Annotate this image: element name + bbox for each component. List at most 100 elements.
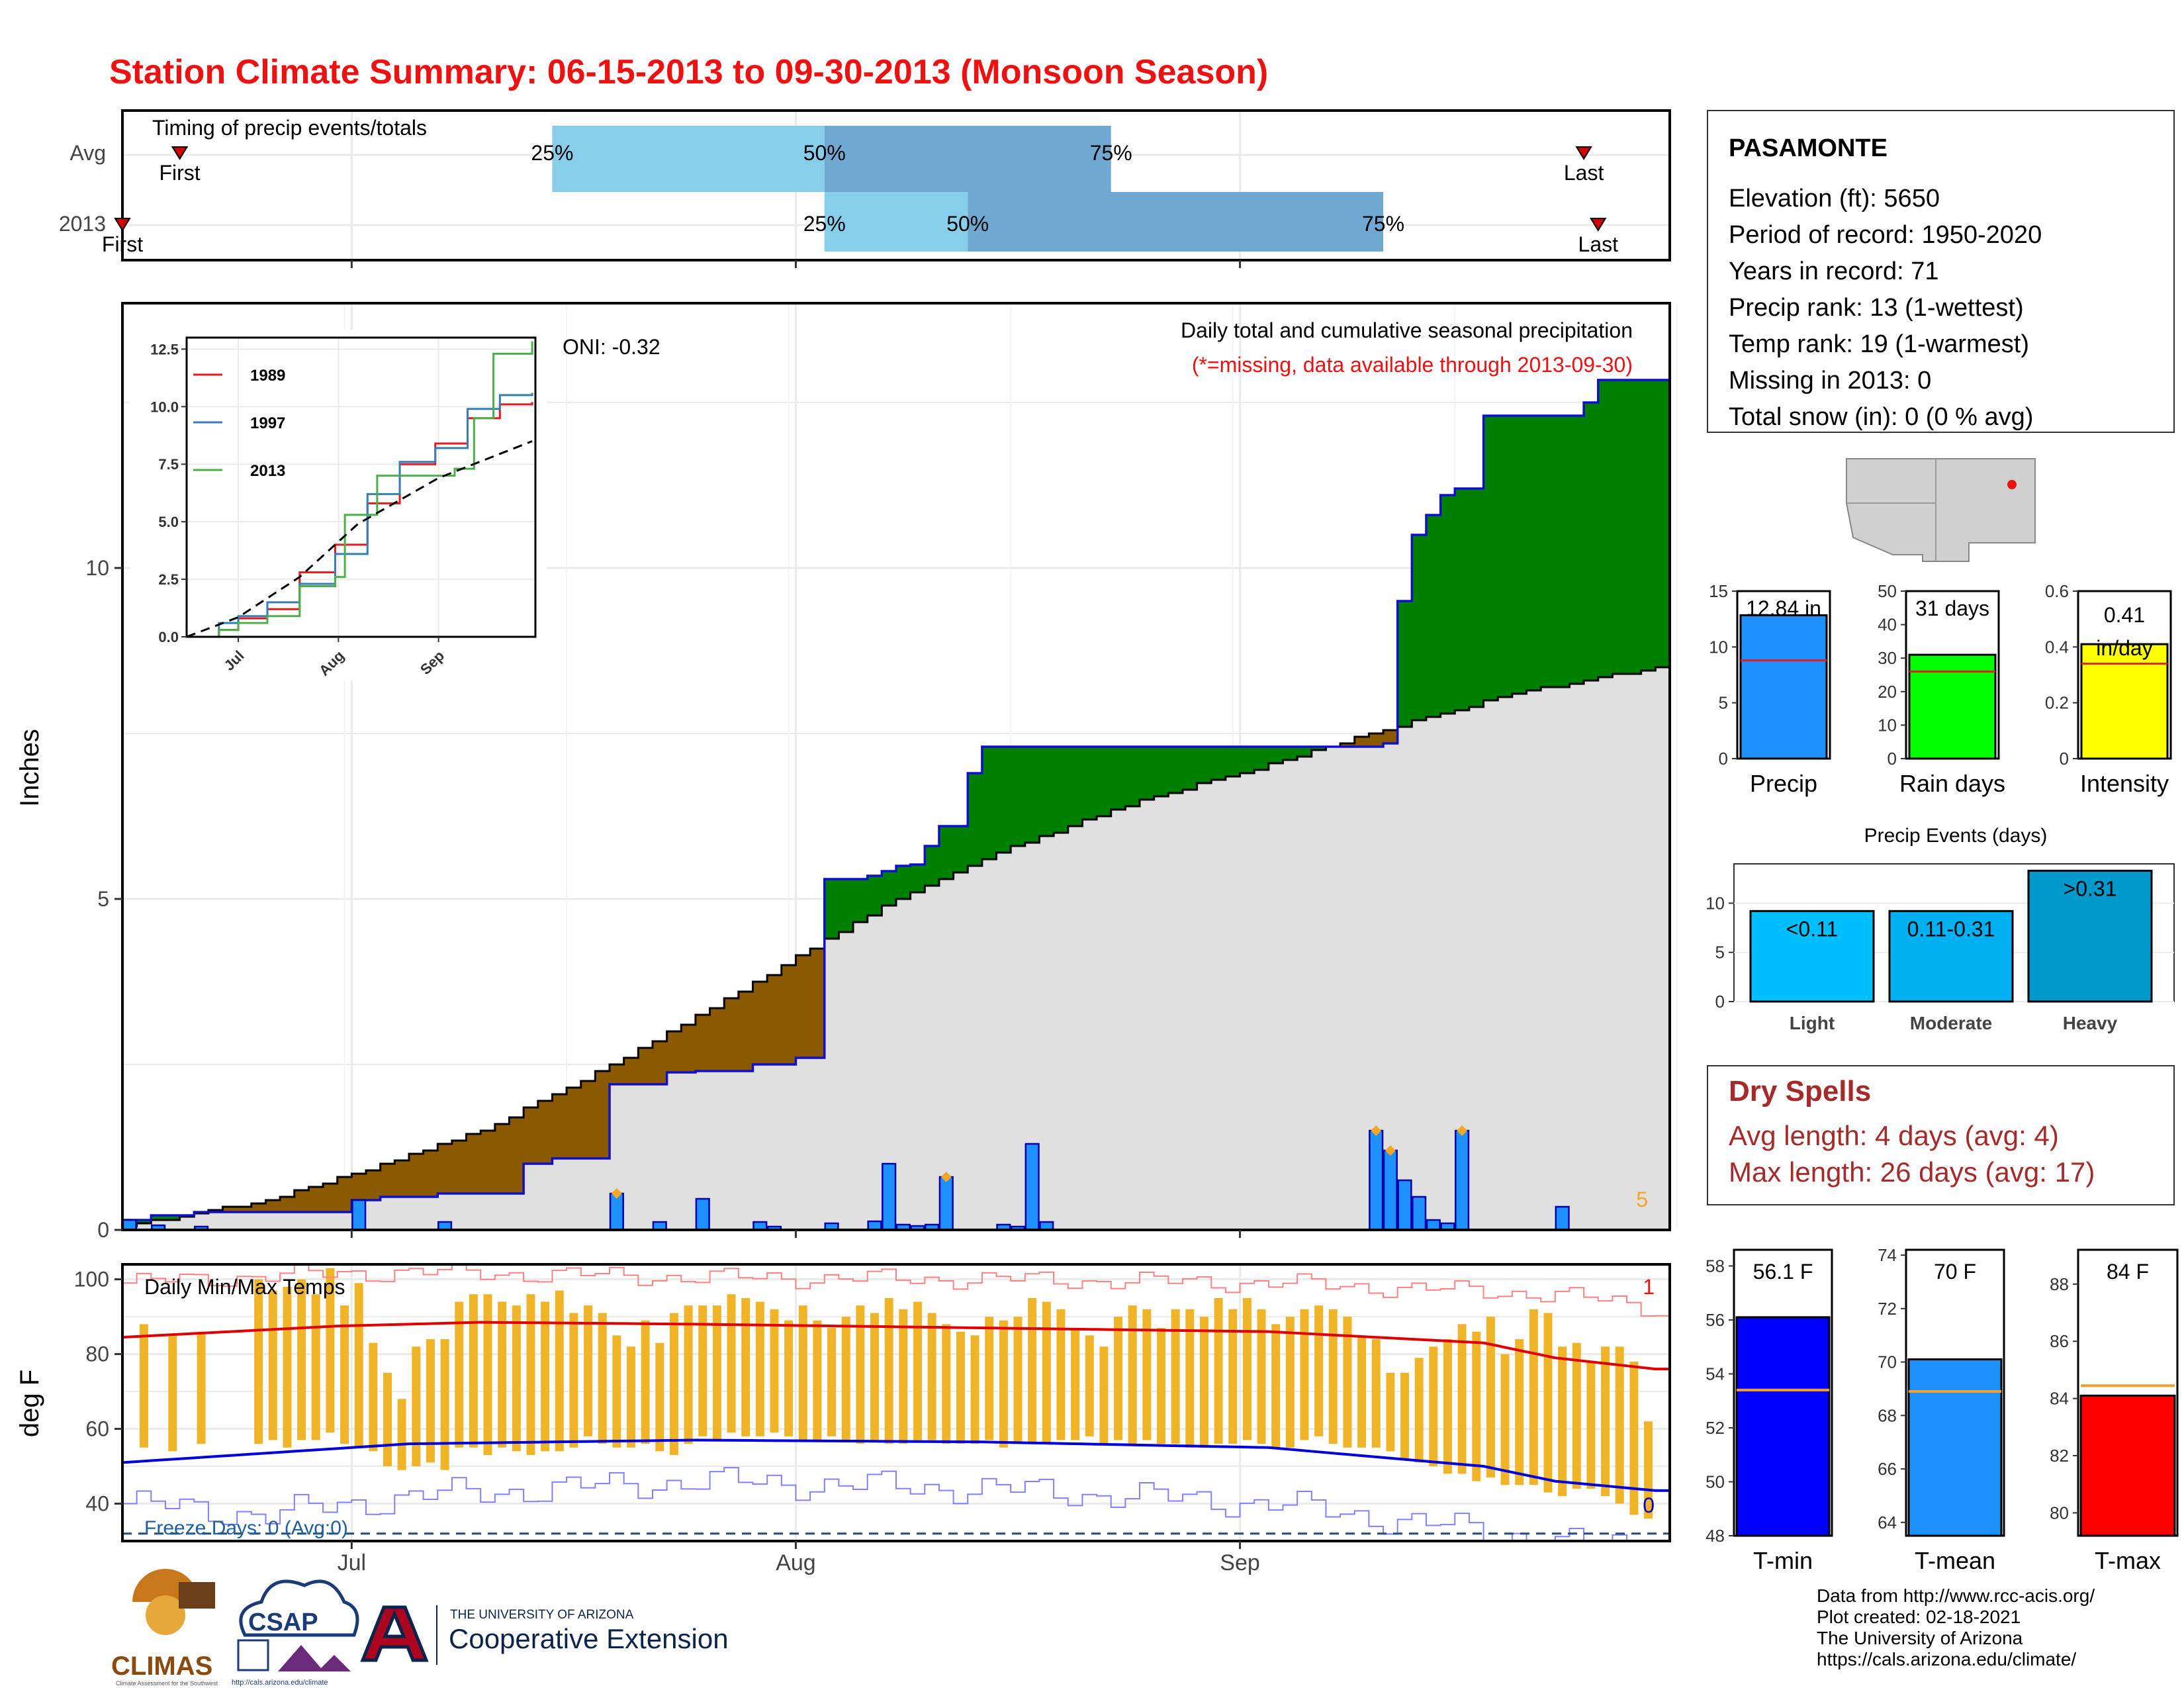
temp-stat-tick-label: 70 [1878, 1352, 1897, 1372]
deficit-area [351, 1174, 367, 1200]
map-states [1846, 458, 2036, 562]
surplus-area [1555, 416, 1570, 687]
timing-last-marker-label: Last [1578, 232, 1619, 256]
daily-temp-range-bar [655, 1342, 664, 1452]
heavy-event-marker [940, 1172, 952, 1182]
deficit-area [251, 1203, 267, 1212]
timing-first-marker-label: First [159, 161, 200, 185]
inset-y-tick-label: 5.0 [158, 514, 179, 530]
events-category-label: Moderate [1910, 1013, 1992, 1033]
surplus-area [1125, 747, 1140, 806]
deficit-area [437, 1144, 453, 1194]
csap-logo-text: CSAP [248, 1609, 318, 1636]
daily-temp-range-bar [555, 1290, 564, 1452]
events-tick-label: 5 [1715, 943, 1725, 962]
daily-temp-range-bar [340, 1305, 349, 1444]
temp-y-axis-label: deg F [15, 1370, 44, 1437]
temp-stat-bar [1735, 1316, 1831, 1537]
daily-temp-range-bar [1543, 1313, 1553, 1493]
daily-precip-bar [1397, 1179, 1412, 1230]
daily-temp-range-bar [383, 1372, 392, 1467]
daily-temp-range-bar [283, 1286, 292, 1448]
daily-temp-range-bar [483, 1294, 492, 1456]
deficit-area [552, 1094, 567, 1158]
daily-temp-range-bar [770, 1309, 779, 1433]
surplus-area [1483, 416, 1498, 700]
daily-temp-range-bar [1400, 1372, 1410, 1459]
daily-temp-range-bar [139, 1324, 148, 1448]
surplus-area [1268, 747, 1284, 763]
daily-temp-range-bar [168, 1335, 177, 1452]
temp-stat-tick-label: 72 [1878, 1299, 1897, 1319]
daily-temp-range-bar [412, 1346, 421, 1467]
timing-last-marker [1589, 218, 1607, 232]
surplus-area [1641, 380, 1656, 671]
deficit-area [237, 1207, 252, 1212]
stat-tick-label: 20 [1878, 682, 1897, 702]
surplus-area [136, 1220, 152, 1223]
inset-legend-label: 1989 [250, 367, 285, 385]
temp-stat-tick-label: 64 [1878, 1513, 1897, 1532]
surplus-area [953, 826, 968, 872]
daily-temp-range-bar [784, 1320, 794, 1436]
stat-category-label: Intensity [2080, 770, 2169, 797]
heavy-event-marker [1371, 1125, 1382, 1136]
daily-temp-range-bar [326, 1268, 335, 1433]
daily-temp-range-bar [1644, 1421, 1653, 1519]
temp-panel-frame [121, 1263, 1671, 1542]
daily-temp-range-bar [1328, 1309, 1338, 1444]
avg-max-line [122, 1321, 1670, 1371]
deficit-area [767, 975, 782, 1064]
station-line: Temp rank: 19 (1-warmest) [1729, 330, 2029, 358]
temp-stat-category-label: T-min [1753, 1547, 1813, 1574]
inset-y-tick-label: 0.0 [158, 629, 179, 645]
dry-frame [1707, 1065, 2175, 1205]
deficit-area [537, 1101, 553, 1164]
daily-temp-range-bar [1028, 1297, 1037, 1444]
deficit-area [796, 955, 811, 1058]
station-location-dot [2007, 480, 2017, 489]
deficit-area [451, 1141, 467, 1194]
station-line: Missing in 2013: 0 [1729, 367, 1931, 395]
daily-temp-range-bar [197, 1331, 206, 1444]
temp-stat-tick-label: 66 [1878, 1459, 1897, 1479]
deficit-area [222, 1207, 238, 1212]
deficit-area [294, 1190, 310, 1212]
daily-precip-bar [122, 1219, 137, 1230]
daily-precip-bar [766, 1225, 782, 1230]
deficit-area [423, 1150, 438, 1197]
daily-temp-range-bar [1558, 1346, 1567, 1497]
surplus-area [1469, 489, 1484, 707]
daily-temp-range-bar [741, 1297, 751, 1436]
deficit-area [480, 1131, 496, 1194]
timing-pct-label: 75% [1362, 212, 1404, 236]
stat-value-label: 12.84 in [1746, 596, 1821, 620]
events-category-label: Light [1790, 1013, 1835, 1033]
stat-chart-precip: 0 5 10 15 12.84 in Precip [1709, 581, 1831, 797]
events-bar-label: >0.31 [2064, 876, 2117, 900]
daily-temp-range-bar [498, 1301, 507, 1448]
surplus-area [1182, 747, 1198, 790]
daily-temp-range-bar [1099, 1346, 1109, 1444]
daily-temp-range-bar [526, 1294, 535, 1456]
daily-precip-bar [1369, 1129, 1384, 1230]
daily-temp-range-bar [1443, 1338, 1452, 1474]
month-tick-label: Aug [776, 1550, 816, 1575]
precip-y-axis-label: Inches [15, 729, 44, 807]
inset-legend-label: 1997 [250, 414, 285, 432]
stat-chart-rain-days: 0 10 20 30 40 50 31 days Rain days [1878, 581, 2005, 797]
daily-temp-range-bar [755, 1301, 764, 1436]
daily-temp-range-bar [1615, 1346, 1624, 1504]
daily-precip-bar [867, 1220, 882, 1230]
daily-temp-range-bar [1114, 1317, 1123, 1440]
temp-stat-tick-label: 68 [1878, 1405, 1897, 1425]
temp-stat-category-label: T-mean [1915, 1547, 1995, 1574]
daily-temp-range-bar [1042, 1301, 1051, 1444]
daily-temp-range-bar [813, 1320, 822, 1440]
corner-count: 5 [1636, 1188, 1648, 1211]
daily-precip-bar [824, 1222, 839, 1230]
daily-precip-bar [609, 1192, 624, 1230]
daily-temp-range-bar [669, 1313, 678, 1456]
temp-stat-bar [1907, 1358, 2003, 1537]
events-tick-label: 0 [1715, 992, 1725, 1011]
